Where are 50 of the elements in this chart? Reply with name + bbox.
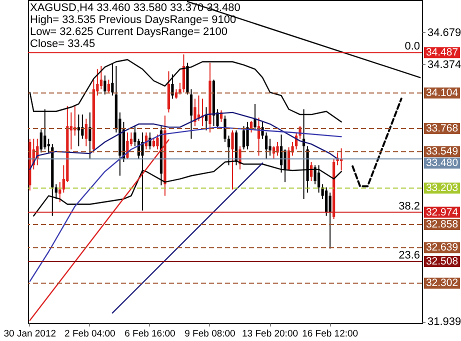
chart-title: XAGUSD,H4 33.460 33.580 33.370 33.480: [30, 2, 240, 14]
annotation: 0.0: [404, 40, 420, 53]
x-tick-label: 9 Feb 08:00: [184, 328, 236, 340]
x-tick-label: 6 Feb 16:00: [124, 328, 176, 340]
ref-line-label: 32.508: [426, 255, 458, 268]
candlestick: [100, 65, 102, 90]
ref-line-label: 33.549: [426, 146, 458, 158]
candlestick: [58, 182, 62, 203]
candlestick: [88, 112, 92, 160]
candlestick: [325, 186, 328, 216]
candlestick: [310, 162, 313, 182]
candlestick: [231, 130, 234, 190]
ref-line-label: 32.974: [426, 206, 458, 218]
candlestick: [107, 79, 110, 93]
y-tick-label: 34.679: [428, 26, 461, 39]
candlestick: [242, 126, 246, 150]
candlestick: [254, 103, 256, 131]
x-tick-label: 13 Feb 20:00: [242, 328, 298, 340]
ref-line-label: 33.203: [426, 182, 458, 194]
candlestick: [77, 114, 80, 147]
candlestick: [47, 138, 50, 154]
candlestick: [318, 164, 320, 194]
annotation: 23.6: [398, 249, 420, 262]
ref-line-label: 34.104: [426, 86, 458, 99]
candlestick: [194, 98, 196, 127]
candlestick: [264, 132, 268, 160]
ref-line-label: 32.302: [426, 277, 458, 290]
y-tick-label: 31.939: [428, 316, 461, 328]
candlestick: [111, 63, 114, 96]
candlestick: [171, 74, 174, 100]
candlestick: [246, 121, 249, 150]
candlestick: [104, 74, 106, 95]
line-series: [29, 112, 338, 170]
candlestick: [276, 141, 279, 156]
candlestick: [328, 192, 332, 250]
ref-line-label: 34.487: [426, 46, 458, 59]
ref-line-label: 33.768: [426, 122, 458, 134]
ref-line-label: 33.480: [426, 157, 458, 170]
annotation: 38.2: [398, 200, 420, 212]
candlestick: [40, 128, 42, 154]
y-tick-label: 34.374: [428, 58, 461, 71]
text: High= 33.535 Previous DaysRange= 9100 Low= 32.625 Current DaysRange= 2100 Close= 33.45: [30, 14, 236, 50]
candlestick: [152, 137, 156, 148]
ref-line-label: 32.639: [426, 242, 458, 254]
x-tick-label: 30 Jan 2012: [4, 328, 56, 340]
ref-line-label: 32.858: [426, 218, 458, 231]
x-tick-label: 16 Feb 12:00: [302, 328, 358, 340]
x-tick-label: 2 Feb 04:00: [64, 328, 116, 340]
candlestick: [84, 118, 88, 147]
candlestick: [156, 134, 159, 150]
